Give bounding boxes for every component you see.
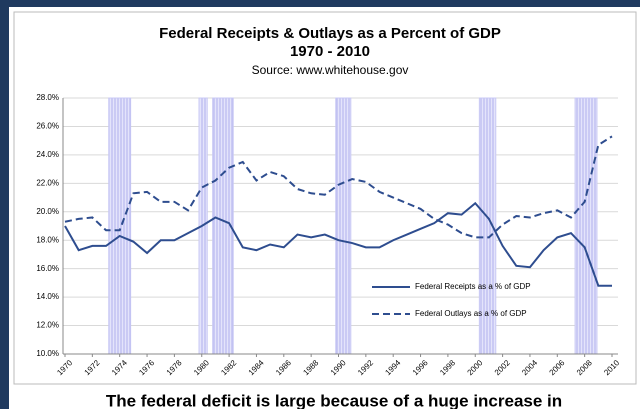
y-tick-label: 14.0% <box>36 292 59 301</box>
shaded-range <box>335 97 352 355</box>
series-line <box>64 201 612 287</box>
y-tick-label: 26.0% <box>36 122 59 131</box>
shaded-range <box>574 97 598 355</box>
left-border <box>0 0 9 409</box>
y-tick-label: 16.0% <box>36 264 59 273</box>
legend-label: Federal Receipts as a % of GDP <box>415 282 531 291</box>
top-border <box>0 0 640 7</box>
y-tick-label: 12.0% <box>36 321 59 330</box>
y-tick-label: 18.0% <box>36 235 59 244</box>
legend-label: Federal Outlays as a % of GDP <box>415 309 527 318</box>
caption: The federal deficit is large because of … <box>106 391 562 409</box>
y-tick-label: 28.0% <box>36 93 59 102</box>
chart-title: Federal Receipts & Outlays as a Percent … <box>159 25 501 42</box>
series-line <box>64 135 613 239</box>
y-tick-label: 10.0% <box>36 349 59 358</box>
shaded-range <box>108 97 132 355</box>
y-tick-label: 22.0% <box>36 178 59 187</box>
y-tick-label: 20.0% <box>36 207 59 216</box>
chart-source: Source: www.whitehouse.gov <box>252 63 409 77</box>
y-tick-label: 24.0% <box>36 150 59 159</box>
chart-subtitle: 1970 - 2010 <box>290 43 370 60</box>
